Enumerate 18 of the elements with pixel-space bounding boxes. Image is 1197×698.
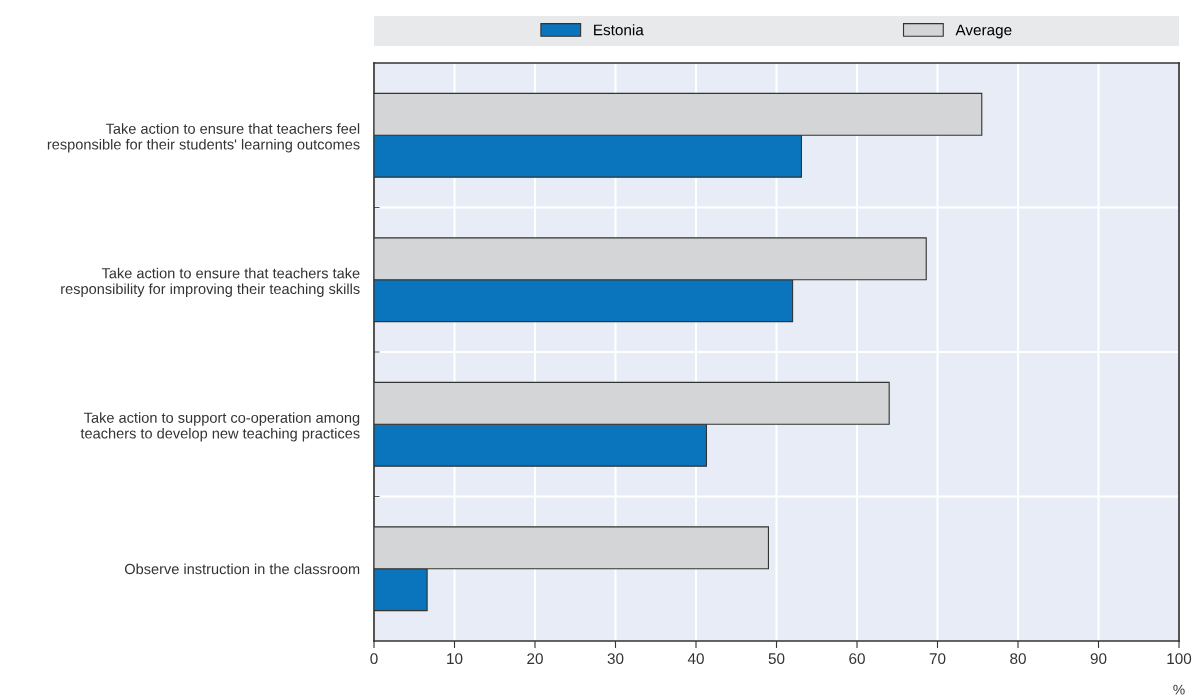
x-tick-label: 20 bbox=[527, 653, 543, 665]
y-tick-label: Take action to ensure that teachers feel responsible for their students' learning outcomes bbox=[47, 123, 360, 153]
legend-label: Average bbox=[955, 24, 1012, 39]
x-tick-label: 10 bbox=[447, 653, 463, 665]
x-tick-label: 40 bbox=[687, 653, 704, 665]
y-tick-label: Take action to support co-operation among teachers to develop new teaching practices bbox=[80, 412, 360, 442]
x-tick-label: 90 bbox=[1090, 653, 1107, 665]
y-tick-label: Observe instruction in the classroom bbox=[124, 563, 360, 575]
x-tick-label: 80 bbox=[1010, 653, 1026, 665]
x-tick-label: 70 bbox=[929, 653, 946, 665]
y-tick-label: Take action to ensure that teachers take responsibility for improving their teaching skills bbox=[61, 267, 360, 297]
x-tick-label: 100 bbox=[1167, 653, 1192, 665]
x-axis-title: % bbox=[1173, 684, 1185, 695]
x-tick-label: 30 bbox=[607, 653, 624, 665]
x-tick-label: 50 bbox=[768, 653, 785, 665]
legend-label: Estonia bbox=[594, 24, 644, 36]
x-tick-label: 0 bbox=[370, 653, 378, 665]
x-tick-label: 60 bbox=[849, 653, 865, 665]
